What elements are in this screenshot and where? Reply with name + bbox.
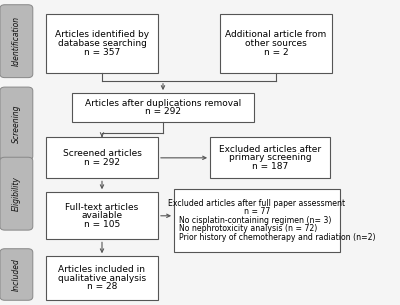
- Text: n = 105: n = 105: [84, 220, 120, 229]
- Text: Additional article from: Additional article from: [225, 30, 327, 39]
- Text: database searching: database searching: [58, 39, 146, 48]
- Text: Excluded articles after: Excluded articles after: [219, 145, 321, 154]
- Text: n = 28: n = 28: [87, 282, 117, 291]
- Text: Articles included in: Articles included in: [58, 265, 146, 274]
- FancyBboxPatch shape: [0, 87, 33, 160]
- Text: Screened articles: Screened articles: [62, 149, 142, 158]
- Text: Articles identified by: Articles identified by: [55, 30, 149, 39]
- Bar: [210, 137, 330, 178]
- Text: Identification: Identification: [12, 16, 21, 66]
- Bar: [46, 14, 158, 73]
- Text: other sources: other sources: [245, 39, 307, 48]
- Text: available: available: [82, 211, 122, 220]
- Text: Excluded articles after full paper assessment: Excluded articles after full paper asses…: [168, 199, 346, 208]
- Text: qualitative analysis: qualitative analysis: [58, 274, 146, 283]
- Bar: [46, 192, 158, 239]
- Text: n = 357: n = 357: [84, 48, 120, 56]
- Text: Eligibility: Eligibility: [12, 176, 21, 211]
- Text: Prior history of chemotherapy and radiation (n=2): Prior history of chemotherapy and radiat…: [179, 233, 375, 242]
- Text: n = 292: n = 292: [145, 107, 181, 116]
- Text: Screening: Screening: [12, 104, 21, 143]
- Bar: [46, 256, 158, 300]
- FancyBboxPatch shape: [0, 157, 33, 230]
- Text: n = 187: n = 187: [252, 162, 288, 171]
- Text: No cisplatin-containing regimen (n= 3): No cisplatin-containing regimen (n= 3): [179, 216, 331, 225]
- Bar: [46, 137, 158, 178]
- FancyBboxPatch shape: [0, 5, 33, 78]
- Text: Full-text articles: Full-text articles: [65, 203, 139, 212]
- Text: Included: Included: [12, 258, 21, 291]
- Text: primary screening: primary screening: [229, 153, 311, 162]
- Text: No nephrotoxicity analysis (n = 72): No nephrotoxicity analysis (n = 72): [179, 224, 317, 233]
- Bar: [220, 14, 332, 73]
- FancyBboxPatch shape: [0, 249, 33, 300]
- Text: Articles after duplications removal: Articles after duplications removal: [85, 99, 241, 108]
- Text: n = 292: n = 292: [84, 158, 120, 167]
- Text: n = 77: n = 77: [244, 207, 270, 216]
- Bar: [174, 189, 340, 252]
- Bar: [72, 93, 254, 122]
- Text: n = 2: n = 2: [264, 48, 288, 56]
